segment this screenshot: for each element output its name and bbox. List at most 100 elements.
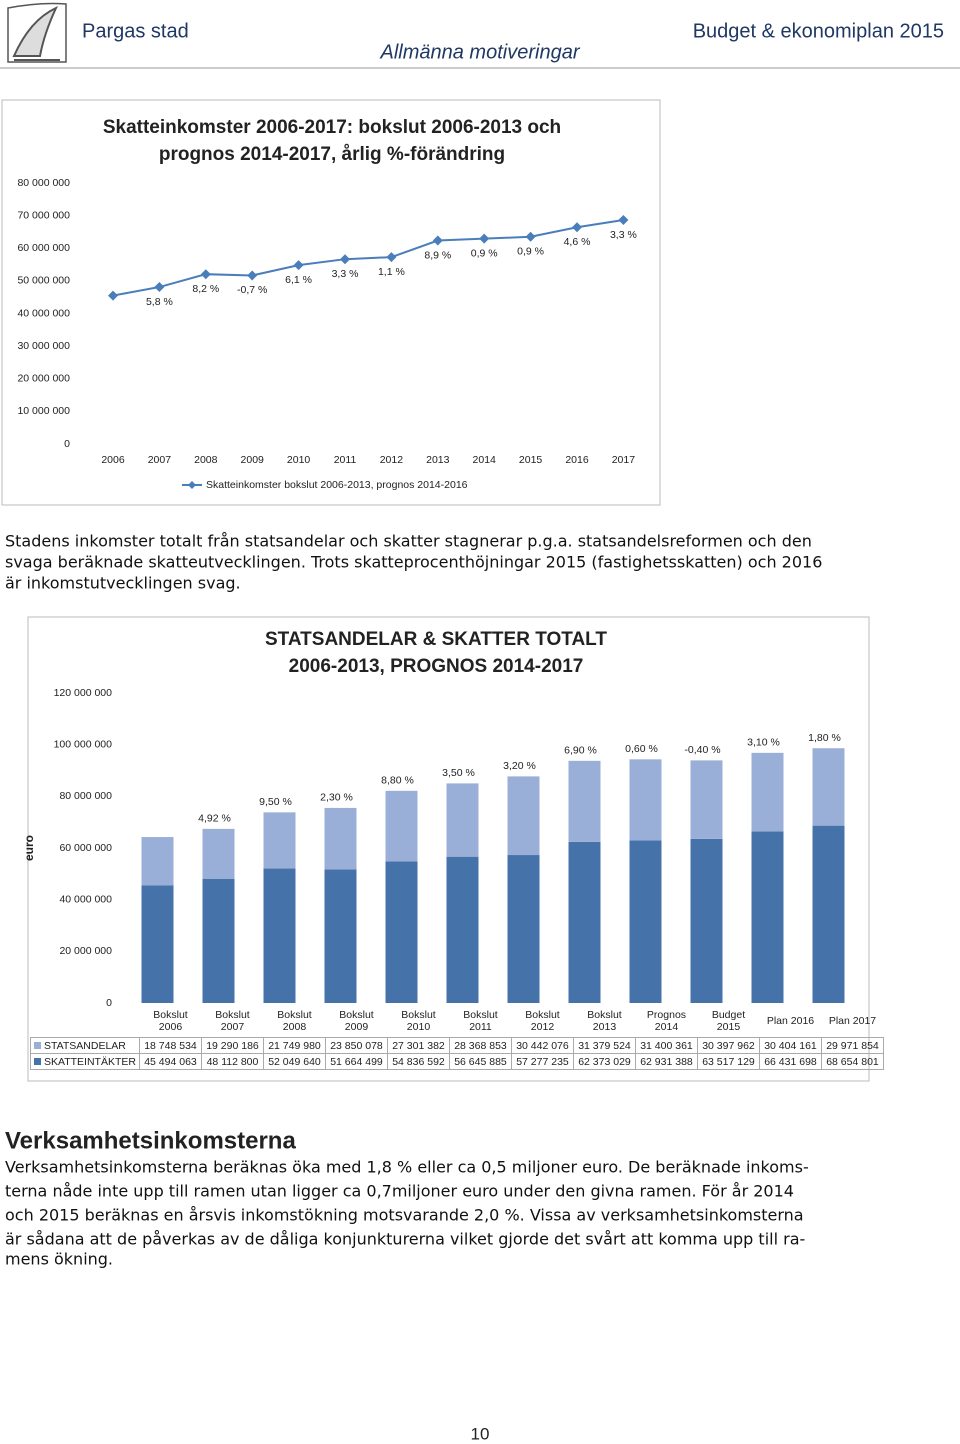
- x-tick-label: 2008: [194, 454, 218, 466]
- section-line: Verksamhetsinkomsterna beräknas öka med …: [5, 1158, 809, 1177]
- table-header-row: Bokslut 2006 Bokslut 2007 Bokslut 2008 Boks…: [30, 1005, 884, 1038]
- marker: [432, 235, 443, 246]
- legend-label: SKATTEINTÄKTER: [44, 1055, 136, 1068]
- x-tick-label: 2015: [519, 454, 543, 466]
- bar: [324, 869, 357, 1003]
- change-label: 5,8 %: [146, 296, 173, 308]
- marker: [386, 252, 397, 263]
- x-tick-label: 2010: [287, 454, 311, 466]
- line: [112, 219, 624, 297]
- bar: [385, 790, 418, 862]
- marker: [340, 254, 350, 265]
- bar: [751, 752, 784, 832]
- table-value: 51 664 499: [324, 1053, 388, 1070]
- x-tick-label: 2009: [241, 454, 265, 466]
- change-label: 0,9 %: [471, 247, 498, 259]
- table-value: 54 836 592: [386, 1053, 450, 1070]
- table-value: 62 931 388: [634, 1053, 698, 1070]
- page-number: 10: [471, 1424, 490, 1443]
- y-tick-label: 0: [106, 997, 112, 1009]
- change-label: 0,9 %: [517, 246, 544, 258]
- chart-title: STATSANDELAR & SKATTER TOTALT: [265, 629, 607, 650]
- section-line: mens ökning.: [5, 1250, 113, 1269]
- marker: [572, 222, 582, 233]
- marker: [525, 231, 536, 242]
- x-tick-label: 2017: [612, 454, 636, 466]
- header-subtitle: Allmänna motiveringar: [380, 41, 581, 63]
- legend-marker: [188, 481, 196, 489]
- bar: [568, 760, 601, 842]
- bar: [507, 855, 540, 1003]
- table-value: 30 404 161: [758, 1037, 822, 1054]
- table-row: SKATTEINTÄKTER 45 494 063 48 112 800 52 049…: [30, 1053, 884, 1070]
- y-tick-label: 80 000 000: [17, 177, 70, 189]
- category-label: Bokslut 2011: [449, 1005, 512, 1038]
- table-value: 56 645 885: [448, 1053, 512, 1070]
- section-line: är sådana att de påverkas av de dåliga k…: [5, 1230, 805, 1249]
- bar: [690, 760, 723, 839]
- bar: [507, 776, 540, 856]
- chart-title: 2006-2013, PROGNOS 2014-2017: [289, 656, 584, 677]
- marker: [618, 215, 629, 226]
- change-label: 3,10 %: [747, 737, 780, 749]
- table-value: 29 971 854: [820, 1037, 884, 1054]
- data-table: Bokslut 2006 Bokslut 2007 Bokslut 2008 Boks…: [30, 1005, 884, 1070]
- paragraph-line: Stadens inkomster totalt från statsandel…: [5, 532, 812, 551]
- bar: [385, 861, 418, 1003]
- marker: [108, 290, 118, 301]
- bar: [690, 838, 723, 1003]
- category-label: Budget 2015: [697, 1005, 760, 1038]
- table-row: STATSANDELAR 18 748 534 19 290 186 21 749 9…: [30, 1037, 884, 1054]
- y-tick-label: 0: [64, 438, 70, 450]
- category-label: Bokslut 2008: [263, 1005, 326, 1038]
- bar: [324, 807, 357, 870]
- category-label: Plan 2016: [759, 1005, 822, 1038]
- x-tick-label: 2006: [101, 454, 125, 466]
- bar: [202, 828, 235, 879]
- bar: [568, 841, 601, 1003]
- table-value: 30 397 962: [696, 1037, 760, 1054]
- table-value: 62 373 029: [572, 1053, 636, 1070]
- table-value: 63 517 129: [696, 1053, 760, 1070]
- x-tick-label: 2013: [426, 454, 450, 466]
- section-line: och 2015 beräknas en årsvis inkomstöknin…: [5, 1206, 804, 1225]
- table-value: 48 112 800: [200, 1053, 264, 1070]
- change-label: 6,90 %: [564, 745, 597, 757]
- change-label: 1,1 %: [378, 266, 405, 278]
- category-label: Bokslut 2010: [387, 1005, 450, 1038]
- change-label: 0,60 %: [625, 743, 658, 755]
- y-tick-label: 10 000 000: [17, 405, 70, 417]
- change-label: 1,80 %: [808, 732, 841, 744]
- y-tick-label: 100 000 000: [54, 738, 113, 750]
- marker: [200, 269, 211, 280]
- legend-label: STATSANDELAR: [44, 1039, 126, 1052]
- category-label: Bokslut 2009: [325, 1005, 388, 1038]
- category-label: Bokslut 2007: [201, 1005, 264, 1038]
- table-value: 66 431 698: [758, 1053, 822, 1070]
- change-label: 8,9 %: [424, 249, 451, 261]
- x-tick-label: 2014: [473, 454, 497, 466]
- change-label: -0,7 %: [237, 284, 267, 296]
- change-label: 3,3 %: [610, 229, 637, 241]
- change-label: 3,20 %: [503, 760, 536, 772]
- bar: [263, 812, 296, 869]
- legend-swatch: [34, 1041, 41, 1049]
- table-value: 18 748 534: [138, 1037, 202, 1054]
- table-value: 28 368 853: [448, 1037, 512, 1054]
- change-label: 3,50 %: [442, 767, 475, 779]
- category-label: Bokslut 2013: [573, 1005, 636, 1038]
- bar: [812, 748, 845, 826]
- x-tick-label: 2012: [380, 454, 404, 466]
- x-tick-label: 2011: [334, 454, 357, 466]
- bar: [202, 878, 235, 1003]
- logo: [7, 2, 67, 63]
- y-tick-label: 60 000 000: [59, 842, 112, 854]
- table-value: 27 301 382: [386, 1037, 450, 1054]
- bar: [812, 825, 845, 1003]
- y-tick-label: 120 000 000: [54, 687, 113, 699]
- change-label: 6,1 %: [285, 274, 312, 286]
- table-value: 30 442 076: [510, 1037, 574, 1054]
- legend-cell: SKATTEINTÄKTER: [30, 1053, 140, 1070]
- legend-label: Skatteinkomster bokslut 2006-2013, progn…: [206, 479, 468, 491]
